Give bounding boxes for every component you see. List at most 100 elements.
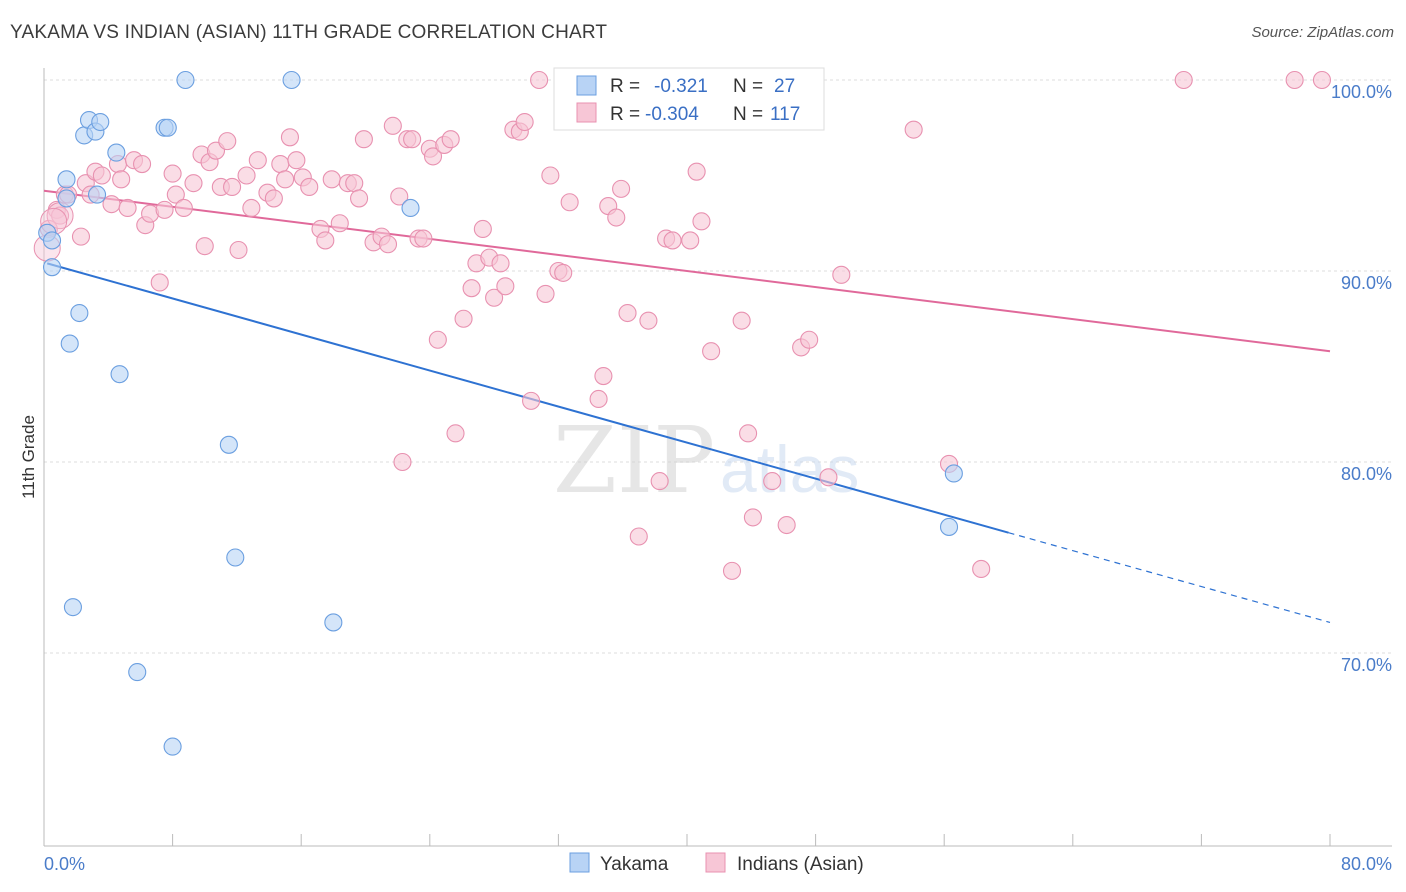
data-point-indian bbox=[118, 198, 137, 218]
bottom-legend-indian: Indians (Asian) bbox=[737, 854, 864, 875]
data-point-indian bbox=[687, 162, 706, 181]
data-point-indian bbox=[237, 166, 256, 185]
data-point-indian bbox=[423, 147, 443, 166]
data-point-indian bbox=[485, 288, 504, 307]
series-yakama-points bbox=[38, 70, 963, 756]
stats-legend-box bbox=[553, 67, 825, 131]
gridlines bbox=[44, 79, 1392, 654]
data-point-indian bbox=[1174, 70, 1193, 90]
data-point-indian bbox=[462, 279, 481, 298]
data-point-indian bbox=[832, 265, 851, 284]
data-point-yakama bbox=[87, 185, 107, 204]
trend-line-indian bbox=[43, 189, 1331, 353]
y-tick-label-70: 70.0% bbox=[1341, 655, 1392, 675]
y-tick-labels: 70.0% 80.0% 90.0% 100.0% bbox=[1331, 82, 1392, 675]
data-point-indian bbox=[264, 189, 283, 208]
legend-indian-r-value: -0.304 bbox=[645, 104, 699, 125]
data-point-indian bbox=[280, 128, 299, 147]
series-indian-points bbox=[33, 70, 1332, 580]
legend-indian-n-value: 117 bbox=[770, 104, 800, 125]
data-point-indian bbox=[819, 468, 838, 487]
data-point-indian bbox=[184, 174, 203, 193]
chart-title: YAKAMA VS INDIAN (ASIAN) 11TH GRADE CORR… bbox=[10, 22, 608, 43]
data-point-indian bbox=[133, 154, 152, 174]
stats-legend: R = -0.321 N = 27 R = -0.304 N = 117 bbox=[553, 67, 825, 131]
data-point-indian bbox=[248, 151, 267, 170]
data-point-indian bbox=[739, 424, 758, 443]
legend-indian-r-label: R = bbox=[610, 104, 640, 125]
x-tick-label-min: 0.0% bbox=[44, 854, 85, 874]
data-point-yakama bbox=[91, 112, 110, 132]
data-point-indian bbox=[473, 219, 492, 239]
data-point-indian bbox=[414, 229, 433, 248]
data-point-indian bbox=[155, 200, 174, 219]
data-point-yakama bbox=[324, 613, 343, 632]
data-point-indian bbox=[732, 311, 751, 330]
data-point-yakama bbox=[70, 303, 89, 323]
data-point-yakama bbox=[42, 231, 62, 250]
data-point-yakama bbox=[219, 435, 238, 454]
data-point-indian bbox=[454, 309, 473, 328]
data-point-indian bbox=[271, 154, 290, 174]
data-point-indian bbox=[276, 170, 295, 189]
watermark-zip: ZIP bbox=[553, 407, 715, 514]
y-tick-label-80: 80.0% bbox=[1341, 464, 1392, 484]
data-point-indian bbox=[1285, 70, 1304, 90]
data-point-indian bbox=[612, 179, 631, 198]
y-axis-label: 11th Grade bbox=[19, 415, 38, 499]
data-point-yakama bbox=[944, 464, 963, 483]
data-point-indian bbox=[541, 166, 560, 185]
data-point-indian bbox=[536, 284, 555, 303]
data-point-indian bbox=[218, 132, 237, 151]
legend-indian-n-label: N = bbox=[733, 104, 763, 125]
watermark-atlas: atlas bbox=[720, 432, 859, 506]
data-point-indian bbox=[383, 116, 402, 135]
data-point-indian bbox=[589, 389, 608, 409]
data-point-indian bbox=[403, 130, 422, 149]
data-point-yakama bbox=[158, 118, 177, 137]
data-point-yakama bbox=[110, 365, 129, 384]
data-point-indian bbox=[71, 227, 91, 246]
data-point-indian bbox=[428, 330, 447, 349]
data-point-indian bbox=[378, 235, 398, 254]
data-point-yakama bbox=[176, 70, 195, 90]
data-point-indian bbox=[350, 189, 369, 208]
source-label: Source: ZipAtlas.com bbox=[1251, 24, 1394, 41]
data-point-indian bbox=[92, 166, 111, 185]
bottom-legend-swatch-indian bbox=[705, 852, 726, 873]
trend-line-yakama-extension bbox=[1008, 532, 1331, 624]
data-point-indian bbox=[560, 193, 579, 212]
legend-swatch-indian bbox=[576, 102, 597, 123]
data-point-yakama bbox=[63, 598, 82, 617]
data-point-indian bbox=[607, 208, 626, 227]
data-point-yakama bbox=[57, 170, 76, 189]
data-point-indian bbox=[491, 254, 510, 273]
data-point-yakama bbox=[60, 334, 79, 353]
y-tick-label-100: 100.0% bbox=[1331, 82, 1392, 102]
data-point-yakama bbox=[128, 663, 147, 682]
data-point-indian bbox=[702, 342, 721, 361]
bottom-legend-yakama: Yakama bbox=[600, 854, 669, 875]
data-point-indian bbox=[650, 472, 669, 491]
data-point-indian bbox=[354, 130, 373, 149]
data-point-indian bbox=[629, 527, 648, 546]
x-tick-label-max: 80.0% bbox=[1341, 854, 1392, 874]
legend-yakama-n-label: N = bbox=[733, 76, 763, 97]
data-point-indian bbox=[530, 70, 549, 90]
data-point-yakama bbox=[401, 198, 420, 218]
data-point-indian bbox=[522, 391, 541, 410]
data-point-yakama bbox=[163, 737, 182, 756]
data-point-indian bbox=[692, 212, 711, 231]
data-point-indian bbox=[316, 231, 335, 250]
data-point-indian bbox=[166, 185, 185, 204]
data-point-indian bbox=[287, 151, 306, 170]
data-point-indian bbox=[195, 237, 214, 256]
bottom-legend-swatch-yakama bbox=[569, 852, 590, 873]
data-point-indian bbox=[763, 472, 782, 491]
data-point-indian bbox=[972, 559, 991, 579]
data-point-indian bbox=[800, 330, 819, 349]
data-point-indian bbox=[102, 195, 121, 214]
data-point-indian bbox=[496, 277, 515, 296]
data-point-indian bbox=[322, 170, 341, 189]
